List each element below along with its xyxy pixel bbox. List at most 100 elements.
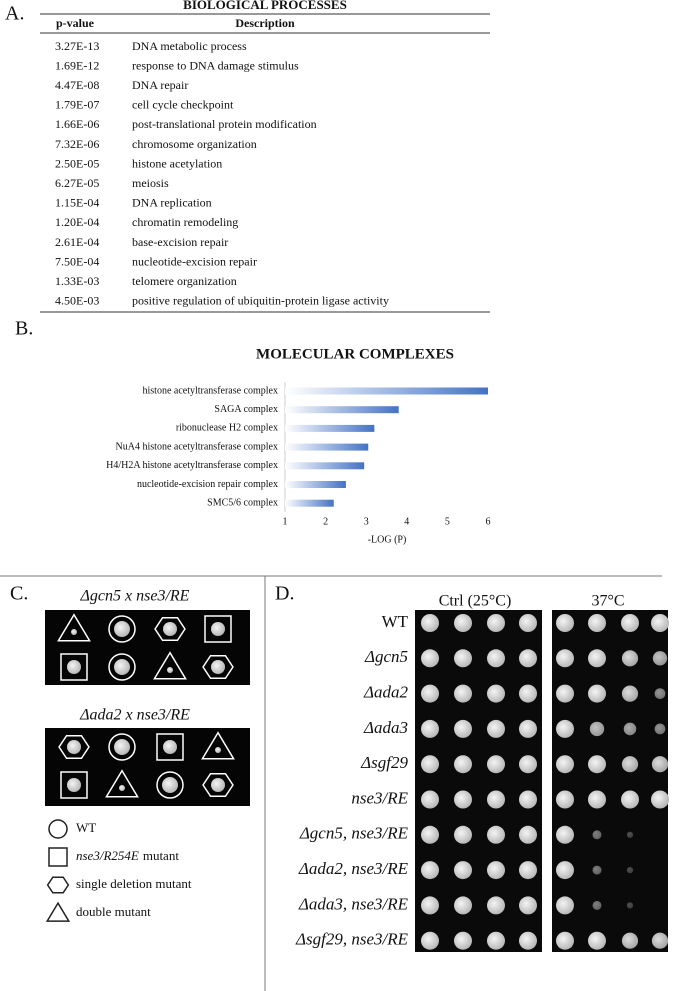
circle-shape xyxy=(108,733,136,761)
colony xyxy=(626,831,634,838)
strain-label: Δada3, nse3/RE xyxy=(298,894,409,913)
colony xyxy=(519,790,537,809)
colony xyxy=(651,614,669,632)
square-shape xyxy=(156,733,184,761)
colony xyxy=(556,861,574,880)
colony xyxy=(588,755,606,774)
colony xyxy=(556,614,574,632)
description: meiosis xyxy=(132,176,169,190)
p-value: 1.20E-04 xyxy=(55,215,99,229)
colony xyxy=(487,931,505,950)
bar xyxy=(285,406,399,414)
colony xyxy=(211,660,225,674)
colony xyxy=(556,755,574,774)
colony xyxy=(163,622,177,636)
p-value: 1.79E-07 xyxy=(55,98,99,112)
colony xyxy=(454,684,472,703)
colony xyxy=(487,755,505,774)
bar xyxy=(285,424,375,432)
y-tick-label: ribonuclease H2 complex xyxy=(176,423,278,434)
colony xyxy=(519,931,537,950)
y-tick-label: nucleotide-excision repair complex xyxy=(137,479,278,490)
colony xyxy=(487,861,505,880)
bar xyxy=(285,387,488,395)
bar xyxy=(285,499,334,507)
strain-label: Δada2 xyxy=(363,683,408,702)
description: histone acetylation xyxy=(132,156,222,170)
legend-label: nse3/R254E mutant xyxy=(76,848,179,863)
strain-label: Δsgf29, nse3/RE xyxy=(295,930,409,949)
colony xyxy=(621,685,639,702)
strain-label: Δada3 xyxy=(363,718,408,737)
colony xyxy=(592,830,602,840)
p-value: 4.47E-08 xyxy=(55,78,99,92)
description: chromatin remodeling xyxy=(132,215,238,229)
colony xyxy=(421,931,439,950)
colony xyxy=(588,614,606,632)
colony xyxy=(654,688,666,699)
p-value: 2.61E-04 xyxy=(55,235,99,249)
circle-shape xyxy=(108,653,136,681)
colony xyxy=(626,866,634,874)
colony xyxy=(621,650,639,667)
colony xyxy=(519,614,537,632)
strain-label: Δsgf29 xyxy=(360,753,408,772)
colony xyxy=(623,722,637,736)
y-tick-label: SMC5/6 complex xyxy=(207,497,278,508)
colony xyxy=(519,649,537,668)
colony xyxy=(487,684,505,703)
colony xyxy=(487,896,505,915)
colony xyxy=(71,629,77,635)
colony xyxy=(556,649,574,668)
y-tick-label: NuA4 histone acetyltransferase complex xyxy=(116,441,278,452)
colony xyxy=(621,932,639,949)
colony xyxy=(487,825,505,844)
colony xyxy=(556,825,574,844)
legend-label: single deletion mutant xyxy=(76,876,192,891)
plate-image xyxy=(415,610,542,952)
circle-shape xyxy=(156,771,184,799)
triangle-shape xyxy=(201,731,235,760)
colony xyxy=(626,902,634,909)
colony xyxy=(454,790,472,809)
colony xyxy=(421,684,439,703)
description: nucleotide-excision repair xyxy=(132,254,257,268)
chart-title: MOLECULAR COMPLEXES xyxy=(256,346,454,362)
colony xyxy=(454,649,472,668)
p-value: 1.15E-04 xyxy=(55,196,99,210)
colony xyxy=(67,660,81,674)
p-value: 1.33E-03 xyxy=(55,274,99,288)
x-tick-label: 5 xyxy=(445,516,450,527)
colony xyxy=(519,861,537,880)
column-header: p-value xyxy=(56,16,95,30)
colony xyxy=(114,621,130,637)
colony xyxy=(621,614,639,632)
colony xyxy=(588,649,606,668)
description: telomere organization xyxy=(132,274,237,288)
description: post-translational protein modification xyxy=(132,117,317,131)
colony xyxy=(454,719,472,738)
p-value: 1.69E-12 xyxy=(55,58,99,72)
colony xyxy=(556,684,574,703)
colony xyxy=(519,755,537,774)
legend-label: double mutant xyxy=(76,904,151,919)
p-value: 2.50E-05 xyxy=(55,156,99,170)
panel-label: B. xyxy=(15,318,33,340)
colony xyxy=(487,790,505,809)
square-shape xyxy=(48,847,68,867)
colony xyxy=(114,659,130,675)
x-axis-label: -LOG (P) xyxy=(368,534,407,545)
colony xyxy=(592,865,602,875)
bar xyxy=(285,481,346,488)
colony xyxy=(621,756,639,773)
colony xyxy=(421,755,439,774)
description: positive regulation of ubiquitin-protein… xyxy=(132,294,389,308)
colony xyxy=(211,778,225,792)
colony xyxy=(454,825,472,844)
y-tick-label: SAGA complex xyxy=(214,404,278,415)
hexagon-shape xyxy=(202,654,234,680)
legend-text: mutant xyxy=(143,848,179,863)
colony xyxy=(589,721,605,737)
circle-shape xyxy=(48,819,68,839)
strain-label: Δgcn5, nse3/RE xyxy=(299,824,409,843)
